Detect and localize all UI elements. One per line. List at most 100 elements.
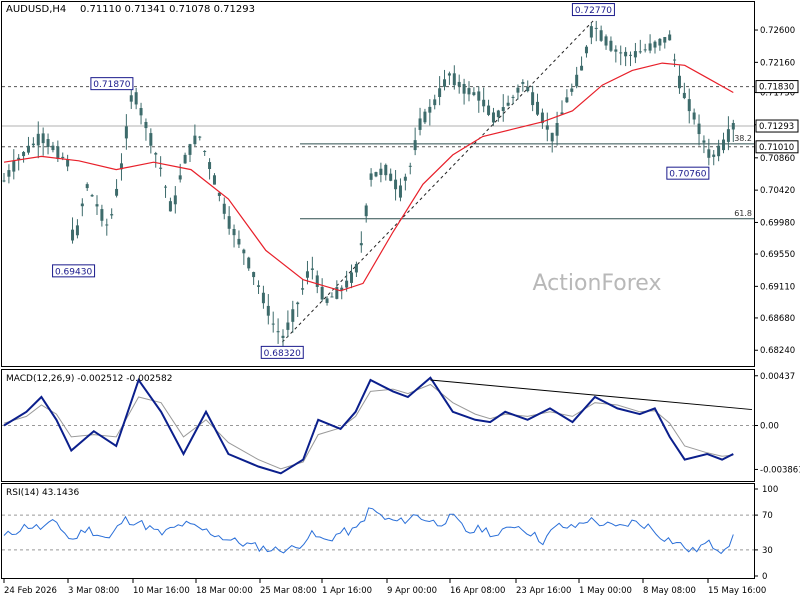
candle-body <box>335 287 339 299</box>
price-annotation-box <box>90 77 134 91</box>
candle-body <box>139 108 143 116</box>
candle-body <box>673 59 677 61</box>
candle-body <box>36 133 40 146</box>
candle-body <box>305 271 309 278</box>
candle-body <box>403 176 407 181</box>
level-axis-box <box>755 140 799 154</box>
price-annotation-box <box>666 166 710 180</box>
candle-body <box>584 46 588 54</box>
price-annotation-box <box>260 345 304 359</box>
candle-body <box>374 172 378 177</box>
chart-header: AUDUSD,H4 0.71110 0.71341 0.71078 0.7129… <box>6 4 255 15</box>
watermark: ActionForex <box>533 271 662 296</box>
rsi-panel-frame <box>1 483 755 579</box>
candle-body <box>257 285 261 287</box>
candle-body <box>521 82 525 84</box>
candle-body <box>624 51 628 57</box>
candle-body <box>722 139 726 151</box>
candle-body <box>702 140 706 143</box>
candle-body <box>443 79 447 87</box>
price-annotation-box <box>52 264 96 278</box>
current-price-label: 0.71293 <box>759 122 794 132</box>
candle-body <box>433 99 437 106</box>
candle-body <box>491 112 495 123</box>
macd-y-tick-label: 0.00437 <box>760 372 795 382</box>
candle-body <box>56 146 60 159</box>
candle-body <box>629 54 633 56</box>
candle-body <box>345 280 349 288</box>
candle-body <box>71 229 75 241</box>
candle-body <box>232 229 236 236</box>
candle-body <box>85 184 89 189</box>
candle-body <box>447 73 451 76</box>
candle-body <box>193 135 197 145</box>
candle-body <box>531 92 535 106</box>
candle-body <box>291 309 295 322</box>
candle-body <box>697 123 701 135</box>
macd-axis: 0.00437 0.00 -0.003861 <box>754 372 800 475</box>
level-axis-label: 0.71830 <box>759 83 794 93</box>
candle-body <box>643 49 647 51</box>
candle-body <box>614 49 618 52</box>
y-tick-label: 0.70860 <box>760 154 795 164</box>
level-axis-label: 0.71010 <box>759 143 794 153</box>
candle-body <box>638 51 642 53</box>
candle-body <box>159 167 163 169</box>
current-price-box <box>755 119 799 133</box>
candle-body <box>301 288 305 290</box>
candle-body <box>707 149 711 158</box>
candle-body <box>560 112 564 115</box>
candle-body <box>17 157 21 161</box>
candle-body <box>330 296 334 298</box>
macd-signal-line <box>3 383 734 470</box>
y-tick-label: 0.71750 <box>760 88 795 98</box>
candle-body <box>212 175 216 185</box>
x-tick-label: 25 Mar 08:00 <box>260 586 317 596</box>
candle-body <box>379 168 383 175</box>
candle-body <box>320 286 324 300</box>
candle-body <box>570 88 574 92</box>
candle-body <box>66 159 70 167</box>
rsi-y-tick-label: 0 <box>762 572 767 582</box>
candle-body <box>90 195 94 197</box>
candle-body <box>633 51 637 58</box>
candle-body <box>188 144 192 155</box>
candle-body <box>575 74 579 87</box>
candle-body <box>604 36 608 46</box>
rsi-y-tick-label: 100 <box>762 485 778 495</box>
candle-body <box>242 249 246 254</box>
candle-body <box>217 192 221 196</box>
candle-body <box>726 129 730 142</box>
candle-body <box>526 86 530 92</box>
candle-body <box>26 145 30 153</box>
candle-body <box>252 272 256 278</box>
y-tick-label: 0.69550 <box>760 250 795 260</box>
x-tick-label: 1 Apr 16:00 <box>322 586 372 596</box>
trendline <box>281 18 596 343</box>
candle-body <box>100 209 104 221</box>
candle-body <box>203 150 207 152</box>
candle-body <box>144 121 148 129</box>
candle-body <box>237 238 241 245</box>
price-annotation-label: 0.70760 <box>669 170 706 180</box>
candle-body <box>668 34 672 41</box>
candle-body <box>281 335 285 338</box>
candle-body <box>315 275 319 287</box>
candle-body <box>266 305 270 316</box>
fib-label: 38.2 <box>734 134 752 143</box>
candle-body <box>173 195 177 205</box>
macd-trendline <box>430 379 753 411</box>
macd-line <box>3 376 734 475</box>
x-tick-label: 18 Mar 00:00 <box>196 586 253 596</box>
candle-body <box>227 216 231 229</box>
y-tick-label: 0.69980 <box>760 218 795 228</box>
candle-body <box>276 331 280 333</box>
macd-title: MACD(12,26,9) -0.002512 -0.002582 <box>6 374 172 384</box>
candle-body <box>359 243 363 246</box>
candle-body <box>80 203 84 207</box>
y-tick-label: 0.70420 <box>760 186 795 196</box>
moving-average-line <box>3 62 734 292</box>
x-tick-label: 16 Apr 08:00 <box>450 586 505 596</box>
level-axis-box <box>755 80 799 94</box>
